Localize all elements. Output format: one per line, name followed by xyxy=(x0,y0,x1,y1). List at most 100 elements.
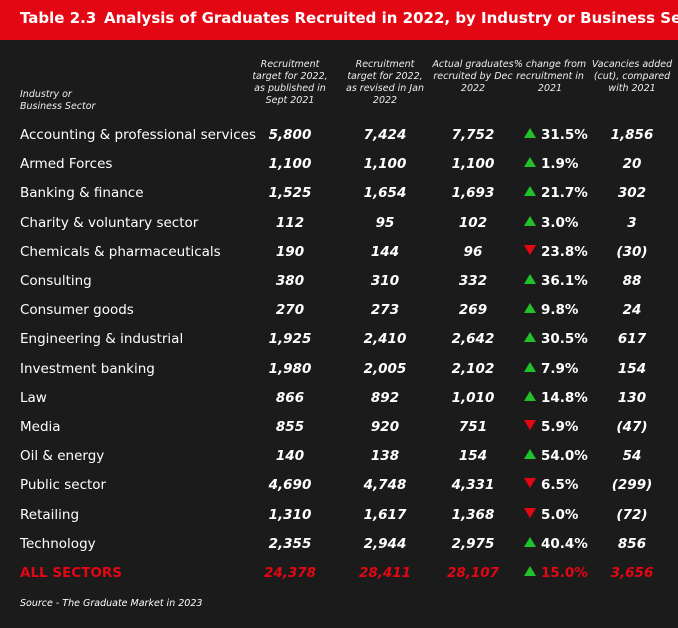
up-arrow xyxy=(524,536,536,547)
up-arrow xyxy=(524,215,536,226)
up-arrow xyxy=(524,303,536,314)
table-title: Analysis of Graduates Recruited in 2022,… xyxy=(104,9,678,27)
cell-value: 1,368 xyxy=(451,506,495,523)
change-text: 21.7% xyxy=(541,185,588,202)
change-text: 30.5% xyxy=(541,331,588,348)
change-text: 23.8% xyxy=(541,243,588,260)
cell-value: 1,525 xyxy=(268,185,312,202)
change-value: 23.8% xyxy=(524,243,588,261)
change-value: 40.4% xyxy=(524,535,588,553)
cell-value: 1,693 xyxy=(451,185,495,202)
change-text: 40.4% xyxy=(541,535,588,552)
change-text: 6.5% xyxy=(541,477,579,494)
sector-label: Armed Forces xyxy=(20,156,113,173)
cell-value: 892 xyxy=(370,389,400,406)
cell-value: 1,100 xyxy=(451,156,495,173)
change-value: 31.5% xyxy=(524,126,588,144)
cell-value: 24,378 xyxy=(263,565,317,581)
down-arrow xyxy=(524,244,536,255)
cell-value: 138 xyxy=(370,448,400,465)
up-arrow xyxy=(524,157,536,168)
cell-value: 332 xyxy=(458,273,488,289)
cell-value: 5,800 xyxy=(268,127,312,143)
cell-value: 4,331 xyxy=(451,477,495,494)
cell-value: 4,748 xyxy=(363,477,407,494)
sector-label: Investment banking xyxy=(20,360,155,377)
up-arrow xyxy=(524,566,536,576)
change-value: 1.9% xyxy=(524,155,578,173)
change-text: 15.0% xyxy=(541,565,588,581)
change-text: 54.0% xyxy=(541,448,588,465)
sector-label: Banking & finance xyxy=(20,185,144,202)
up-arrow xyxy=(524,390,536,401)
change-value: 5.9% xyxy=(524,418,578,436)
sector-label: Retailing xyxy=(20,506,80,523)
up-arrow xyxy=(524,332,536,343)
cell-value: 28,107 xyxy=(446,565,500,581)
cell-value: 1,617 xyxy=(363,506,407,523)
cell-value: 2,005 xyxy=(363,360,407,377)
sector-label: Technology xyxy=(20,535,96,552)
change-text: 3.0% xyxy=(541,214,579,231)
change-text: 5.9% xyxy=(541,419,579,435)
cell-value: 1,925 xyxy=(268,331,312,348)
column-header: Recruitment target for 2022, as publishe… xyxy=(252,59,328,106)
change-value: 5.0% xyxy=(524,506,578,524)
cell-value: 302 xyxy=(617,185,647,202)
cell-value: 20 xyxy=(622,156,642,173)
cell-value: 2,355 xyxy=(268,535,312,552)
cell-value: 3,656 xyxy=(610,565,654,581)
change-text: 7.9% xyxy=(541,360,579,377)
sector-label: Charity & voluntary sector xyxy=(20,214,199,231)
up-arrow xyxy=(524,449,536,460)
cell-value: (30) xyxy=(616,243,648,260)
cell-value: 102 xyxy=(458,214,488,231)
cell-value: 2,642 xyxy=(451,331,495,348)
up-arrow xyxy=(524,361,536,372)
cell-value: 920 xyxy=(370,419,400,435)
cell-value: 273 xyxy=(370,302,400,319)
change-value: 30.5% xyxy=(524,330,588,348)
cell-value: 4,690 xyxy=(268,477,312,494)
cell-value: 856 xyxy=(617,535,647,552)
table-label: Table 2.3 xyxy=(20,9,97,27)
cell-value: 269 xyxy=(458,302,488,319)
change-text: 36.1% xyxy=(541,273,588,289)
header-bar: Table 2.3 Analysis of Graduates Recruite… xyxy=(0,0,678,40)
change-value: 14.8% xyxy=(524,389,588,407)
cell-value: 28,411 xyxy=(358,565,412,581)
cell-value: 154 xyxy=(458,448,488,465)
sector-label: Law xyxy=(20,389,47,406)
cell-value: 88 xyxy=(622,273,642,289)
sector-label: Public sector xyxy=(20,477,107,494)
cell-value: 1,010 xyxy=(451,389,495,406)
source-note: Source - The Graduate Market in 2023 xyxy=(20,598,203,609)
cell-value: 144 xyxy=(370,243,400,260)
sector-label: ALL SECTORS xyxy=(20,565,123,581)
cell-value: (72) xyxy=(616,506,648,523)
change-value: 36.1% xyxy=(524,272,588,290)
cell-value: 154 xyxy=(617,360,647,377)
sector-label: Consulting xyxy=(20,273,92,289)
cell-value: 130 xyxy=(617,389,647,406)
up-arrow xyxy=(524,128,536,138)
change-value: 54.0% xyxy=(524,447,588,465)
cell-value: 2,102 xyxy=(451,360,495,377)
up-arrow xyxy=(524,274,536,284)
cell-value: 140 xyxy=(275,448,305,465)
cell-value: 380 xyxy=(275,273,305,289)
cell-value: 310 xyxy=(370,273,400,289)
cell-value: (47) xyxy=(616,419,648,435)
down-arrow xyxy=(524,478,536,489)
change-value: 9.8% xyxy=(524,301,578,319)
cell-value: 617 xyxy=(617,331,647,348)
sector-label: Engineering & industrial xyxy=(20,331,184,348)
cell-value: 7,752 xyxy=(451,127,495,143)
cell-value: 1,980 xyxy=(268,360,312,377)
cell-value: 96 xyxy=(463,243,483,260)
cell-value: 2,975 xyxy=(451,535,495,552)
cell-value: 2,944 xyxy=(363,535,407,552)
cell-value: 2,410 xyxy=(363,331,407,348)
cell-value: 7,424 xyxy=(363,127,407,143)
